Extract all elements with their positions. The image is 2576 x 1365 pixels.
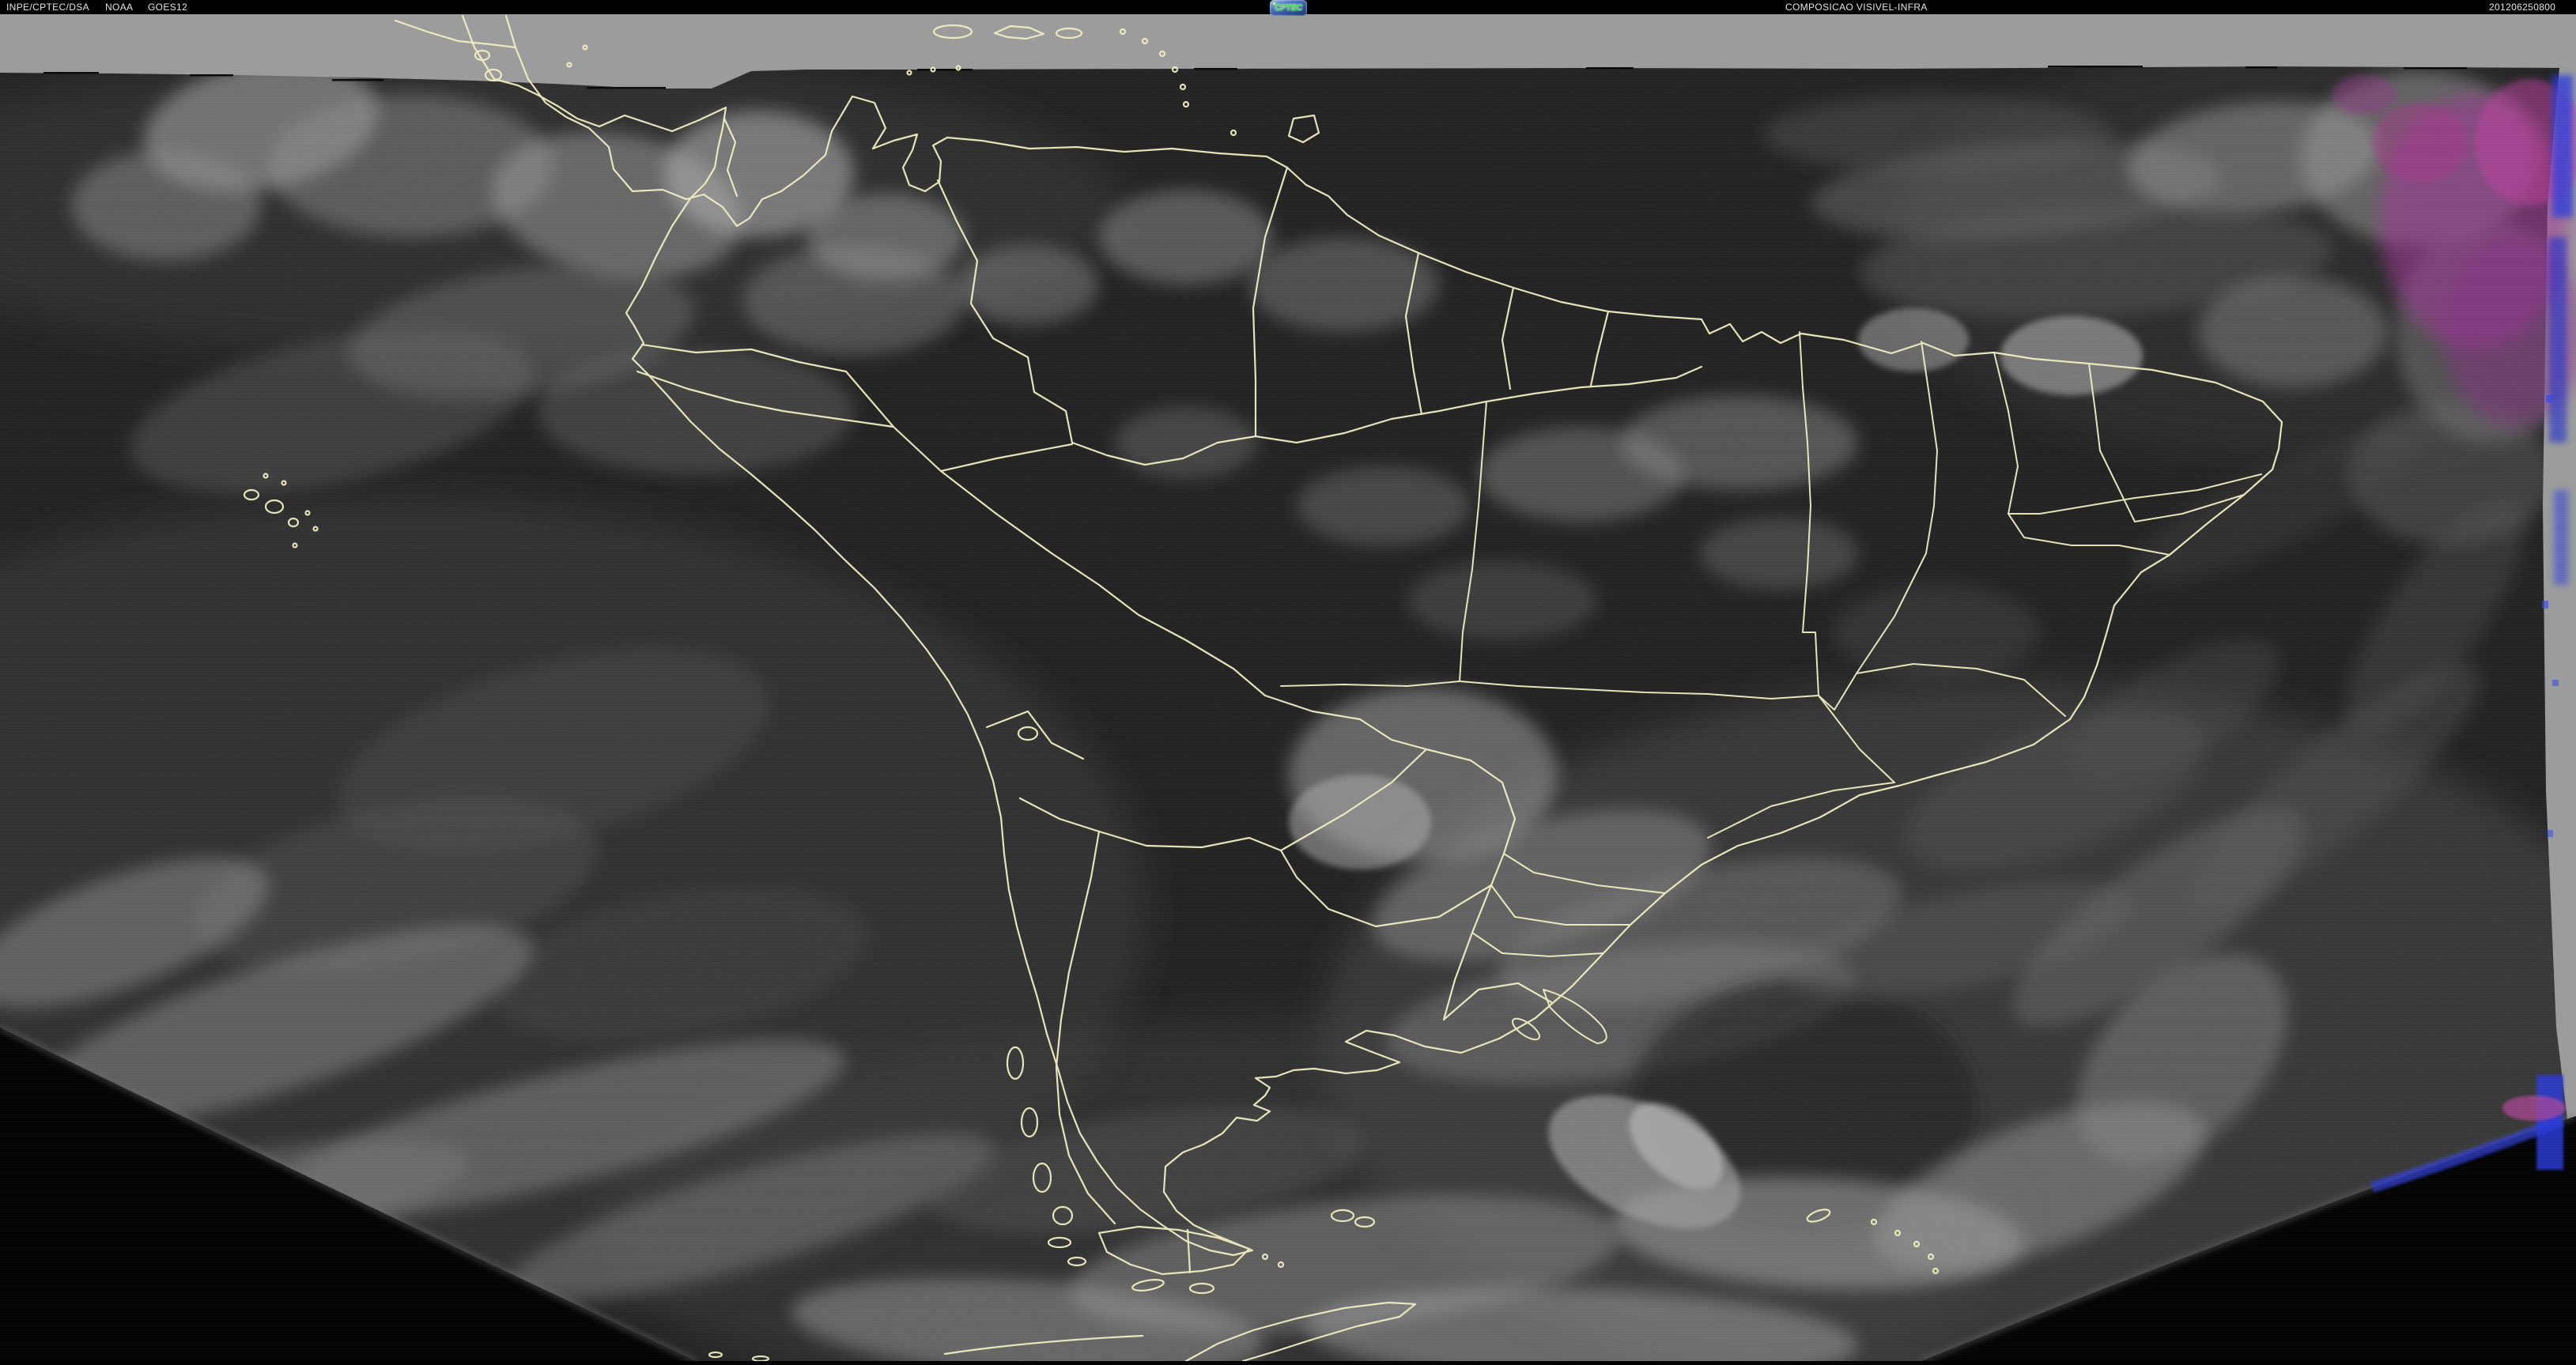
galapagos-islands xyxy=(243,473,319,549)
ir-blue-strip xyxy=(2552,75,2573,217)
ir-edge-artifacts xyxy=(2332,75,2576,1193)
image-grain xyxy=(0,14,2576,1361)
product-label: COMPOSICAO VISIVEL-INFRA xyxy=(1785,2,1928,13)
caribbean-islands xyxy=(906,24,1320,144)
no-data-band-top xyxy=(0,14,2576,89)
logo-glint-icon xyxy=(1272,2,1276,6)
agency-label: INPE/CPTEC/DSA xyxy=(6,2,89,13)
scan-edge-artifacts xyxy=(43,66,2467,89)
southern-islands xyxy=(708,1046,1940,1363)
satellite-label: GOES12 xyxy=(148,2,188,13)
cptec-logo: CPTEC xyxy=(1270,0,1307,16)
timestamp-label: 201206250800 xyxy=(2489,2,2556,13)
map-borders-layer xyxy=(243,14,2283,1363)
brazil-state-borders xyxy=(1280,331,2262,1044)
country-borders xyxy=(636,117,1703,1225)
noaa-label: NOAA xyxy=(105,2,134,13)
cptec-logo-text: CPTEC xyxy=(1275,3,1302,13)
